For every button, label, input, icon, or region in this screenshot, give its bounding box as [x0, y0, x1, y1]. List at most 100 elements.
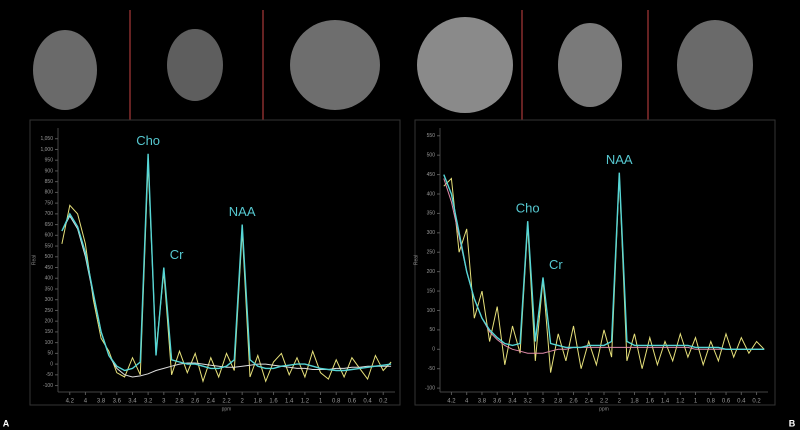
x-tick-label: 1.4	[285, 399, 294, 405]
y-tick-label: 150	[427, 288, 436, 294]
y-tick-label: 300	[45, 297, 54, 303]
x-tick-label: 2.4	[585, 399, 594, 405]
x-tick-label: 1.8	[254, 399, 263, 405]
y-tick-label: 600	[45, 233, 54, 239]
y-tick-label: 100	[427, 308, 436, 314]
y-tick-label: 400	[45, 276, 54, 282]
y-tick-label: 550	[45, 243, 54, 249]
y-tick-label: 50	[47, 351, 53, 357]
x-tick-label: 3.8	[478, 399, 487, 405]
x-tick-label: 2.4	[207, 399, 216, 405]
x-tick-label: 2.6	[569, 399, 578, 405]
y-tick-label: 250	[427, 250, 436, 256]
y-tick-label: 550	[427, 133, 436, 139]
x-tick-label: 0.8	[707, 399, 716, 405]
y-tick-label: -100	[425, 385, 435, 391]
x-tick-label: 1.6	[646, 399, 655, 405]
x-tick-label: 0.6	[722, 399, 731, 405]
y-tick-label: 800	[45, 190, 54, 196]
x-tick-label: 3	[541, 399, 545, 405]
y-tick-label: 1,000	[40, 147, 53, 153]
y-tick-label: 350	[427, 211, 436, 217]
peak-label: Cr	[549, 257, 563, 272]
x-tick-label: 3.6	[113, 399, 122, 405]
y-tick-label: -50	[46, 372, 53, 378]
x-tick-label: 2	[241, 399, 245, 405]
mri-axial	[33, 30, 97, 110]
spectrum-line	[443, 172, 765, 350]
spectrum-line	[61, 214, 392, 378]
peak-label: NAA	[606, 152, 633, 167]
panel-frame	[414, 119, 776, 406]
x-tick-label: 2.8	[175, 399, 184, 405]
x-tick-label: 1.2	[676, 399, 685, 405]
mri-coronal	[677, 20, 753, 110]
x-tick-label: 1.6	[269, 399, 278, 405]
x-tick-label: 1.2	[301, 399, 310, 405]
y-tick-label: -100	[43, 383, 53, 389]
x-tick-label: 3.4	[508, 399, 517, 405]
spectrum-line	[443, 178, 765, 354]
mri-sagittal	[417, 17, 513, 113]
x-tick-label: 4	[465, 399, 469, 405]
y-tick-label: 300	[427, 230, 436, 236]
x-tick-label: 4.2	[447, 399, 456, 405]
y-tick-label: 0	[432, 347, 435, 353]
panel-frame	[29, 119, 401, 406]
peak-label: Cho	[516, 201, 540, 216]
y-tick-label: 400	[427, 191, 436, 197]
x-tick-label: 2.6	[191, 399, 200, 405]
mri-coronal	[167, 29, 223, 101]
y-tick-label: -50	[428, 366, 435, 372]
x-axis-label: ppm	[222, 406, 232, 412]
x-tick-label: 3.2	[144, 399, 153, 405]
x-tick-label: 2	[618, 399, 622, 405]
y-tick-label: 200	[45, 318, 54, 324]
x-tick-label: 3.8	[97, 399, 106, 405]
y-tick-label: 450	[427, 172, 436, 178]
spectrum-line	[443, 174, 765, 373]
y-tick-label: 650	[45, 222, 54, 228]
x-axis-label: ppm	[599, 406, 609, 412]
x-tick-label: 0.2	[379, 399, 388, 405]
y-tick-label: 1,050	[40, 136, 53, 142]
x-tick-label: 2.2	[600, 399, 609, 405]
x-tick-label: 0.4	[363, 399, 372, 405]
x-tick-label: 2.8	[554, 399, 563, 405]
y-tick-label: 500	[427, 153, 436, 159]
x-tick-label: 1.4	[661, 399, 670, 405]
panel-label: A	[3, 418, 10, 428]
spectrum-line	[61, 153, 392, 372]
y-tick-label: 450	[45, 265, 54, 271]
mri-sagittal	[290, 20, 380, 110]
y-tick-label: 700	[45, 211, 54, 217]
y-tick-label: 900	[45, 168, 54, 174]
y-tick-label: 250	[45, 308, 54, 314]
panel-label: B	[789, 418, 796, 428]
x-tick-label: 3.2	[524, 399, 533, 405]
mri-axial	[558, 23, 622, 107]
y-axis-label: Real	[31, 255, 37, 265]
x-tick-label: 0.2	[752, 399, 761, 405]
x-tick-label: 3	[162, 399, 166, 405]
x-tick-label: 0.6	[348, 399, 357, 405]
peak-label: NAA	[229, 204, 256, 219]
x-tick-label: 0.4	[737, 399, 746, 405]
x-tick-label: 3.4	[128, 399, 137, 405]
y-tick-label: 0	[50, 361, 53, 367]
y-tick-label: 100	[45, 340, 54, 346]
peak-label: Cho	[136, 133, 160, 148]
y-tick-label: 350	[45, 286, 54, 292]
y-tick-label: 200	[427, 269, 436, 275]
y-tick-label: 850	[45, 179, 54, 185]
x-tick-label: 3.6	[493, 399, 502, 405]
x-tick-label: 1.8	[630, 399, 639, 405]
x-tick-label: 1	[694, 399, 698, 405]
y-tick-label: 150	[45, 329, 54, 335]
y-tick-label: 950	[45, 158, 54, 164]
x-tick-label: 1	[319, 399, 323, 405]
x-tick-label: 4.2	[66, 399, 75, 405]
mri-strip	[33, 10, 753, 120]
x-tick-label: 0.8	[332, 399, 341, 405]
